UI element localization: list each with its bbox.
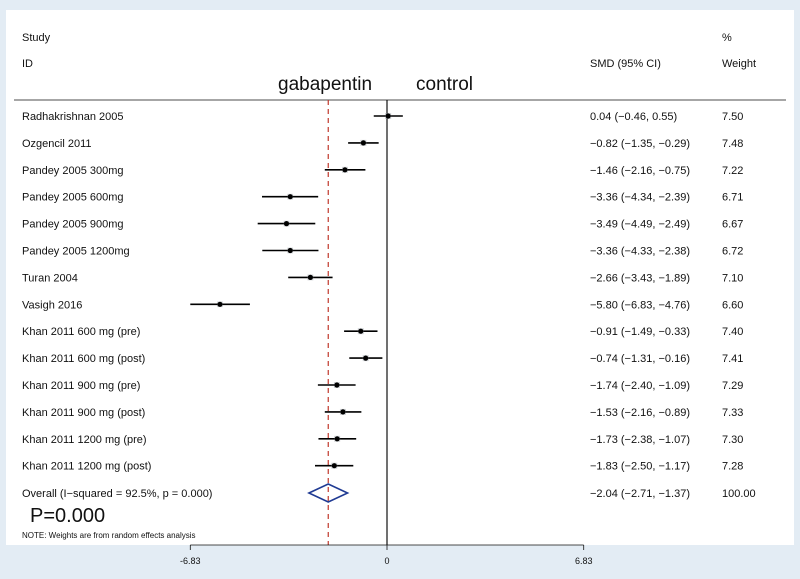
header-id: ID: [22, 58, 33, 70]
study-row: Khan 2011 900 mg (post) −1.53 (−2.16, −0.…: [22, 407, 743, 419]
direction-label-right: control: [416, 74, 473, 95]
smd-ci-value: −1.46 (−2.16, −0.75): [590, 165, 690, 177]
weights-note: NOTE: Weights are from random effects an…: [22, 531, 196, 540]
smd-ci-value: 0.04 (−0.46, 0.55): [590, 111, 677, 123]
point-estimate: [358, 328, 364, 334]
header-study: Study: [22, 32, 51, 44]
smd-ci-value: −3.36 (−4.34, −2.39): [590, 192, 690, 204]
point-estimate: [287, 194, 293, 200]
smd-ci-value: −0.74 (−1.31, −0.16): [590, 353, 690, 365]
overall-diamond: [307, 483, 350, 503]
header-weight: Weight: [722, 58, 756, 70]
study-row: Pandey 2005 1200mg −3.36 (−4.33, −2.38) 6.…: [22, 246, 743, 258]
direction-label-left: gabapentin: [278, 74, 372, 95]
study-row: Turan 2004 −2.66 (−3.43, −1.89) 7.10: [22, 272, 743, 284]
point-estimate: [331, 463, 337, 469]
point-estimate: [334, 436, 340, 442]
weight-value: 7.40: [722, 326, 743, 338]
study-row: Pandey 2005 600mg −3.36 (−4.34, −2.39) 6.7…: [22, 192, 743, 204]
study-row: Khan 2011 900 mg (pre) −1.74 (−2.40, −1.0…: [22, 380, 743, 392]
weight-value: 7.30: [722, 434, 743, 446]
point-estimate: [385, 113, 391, 119]
weight-value: 6.71: [722, 192, 743, 204]
smd-ci-value: −3.49 (−4.49, −2.49): [590, 219, 690, 231]
smd-ci-value: −0.91 (−1.49, −0.33): [590, 326, 690, 338]
point-estimate: [217, 301, 223, 307]
study-row: Vasigh 2016 −5.80 (−6.83, −4.76) 6.60: [22, 299, 743, 311]
weight-value: 7.48: [722, 138, 743, 150]
point-estimate: [360, 140, 366, 146]
smd-ci-value: −1.73 (−2.38, −1.07): [590, 434, 690, 446]
smd-ci-value: −1.83 (−2.50, −1.17): [590, 461, 690, 473]
study-row: Radhakrishnan 2005 0.04 (−0.46, 0.55) 7.50: [22, 111, 743, 123]
p-value-text: P=0.000: [30, 505, 105, 527]
weight-value: 7.10: [722, 272, 743, 284]
weight-value: 6.60: [722, 299, 743, 311]
study-label: Khan 2011 1200 mg (pre): [22, 434, 147, 446]
study-row: Khan 2011 600 mg (pre) −0.91 (−1.49, −0.3…: [22, 326, 743, 338]
header-weight-percent: %: [722, 32, 732, 44]
weight-value: 7.50: [722, 111, 743, 123]
study-row: Ozgencil 2011 −0.82 (−1.35, −0.29) 7.48: [22, 138, 743, 150]
x-tick-label: -6.83: [180, 556, 201, 566]
smd-ci-value: −3.36 (−4.33, −2.38): [590, 246, 690, 258]
study-label: Pandey 2005 1200mg: [22, 246, 130, 258]
study-label: Pandey 2005 600mg: [22, 192, 124, 204]
study-label: Pandey 2005 900mg: [22, 219, 124, 231]
study-label: Khan 2011 1200 mg (post): [22, 461, 151, 473]
study-label: Khan 2011 600 mg (pre): [22, 326, 140, 338]
study-label: Pandey 2005 300mg: [22, 165, 124, 177]
smd-ci-value: −1.74 (−2.40, −1.09): [590, 380, 690, 392]
plot-panel: [6, 10, 794, 545]
weight-value: 7.33: [722, 407, 743, 419]
weight-value: 7.29: [722, 380, 743, 392]
weight-value: 6.72: [722, 246, 743, 258]
point-estimate: [342, 167, 348, 173]
smd-ci-value: −2.66 (−3.43, −1.89): [590, 272, 690, 284]
study-label: Turan 2004: [22, 272, 78, 284]
overall-weight-value: 100.00: [722, 488, 756, 500]
overall-smd-ci-value: −2.04 (−2.71, −1.37): [590, 488, 690, 500]
weight-value: 6.67: [722, 219, 743, 231]
study-label: Radhakrishnan 2005: [22, 111, 124, 123]
smd-ci-value: −0.82 (−1.35, −0.29): [590, 138, 690, 150]
x-tick-label: 6.83: [575, 556, 593, 566]
study-label: Ozgencil 2011: [22, 138, 92, 150]
study-row: Pandey 2005 300mg −1.46 (−2.16, −0.75) 7.2…: [22, 165, 743, 177]
point-estimate: [283, 221, 290, 227]
study-label: Khan 2011 900 mg (pre): [22, 380, 140, 392]
study-row: Khan 2011 1200 mg (pre) −1.73 (−2.38, −1.…: [22, 434, 743, 446]
weight-value: 7.22: [722, 165, 743, 177]
weight-value: 7.28: [722, 461, 743, 473]
overall-label: Overall (I−squared = 92.5%, p = 0.000): [22, 488, 212, 500]
study-row: Pandey 2005 900mg −3.49 (−4.49, −2.49) 6.6…: [22, 219, 743, 231]
study-label: Khan 2011 600 mg (post): [22, 353, 145, 365]
point-estimate: [340, 409, 346, 415]
point-estimate: [287, 247, 293, 254]
study-row: Khan 2011 1200 mg (post) −1.83 (−2.50, −1…: [22, 461, 743, 473]
smd-ci-value: −1.53 (−2.16, −0.89): [590, 407, 690, 419]
point-estimate: [334, 382, 340, 388]
point-estimate: [363, 355, 369, 361]
study-label: Vasigh 2016: [22, 299, 82, 311]
weight-value: 7.41: [722, 353, 743, 365]
header-smd: SMD (95% CI): [590, 58, 661, 70]
study-row: Khan 2011 600 mg (post) −0.74 (−1.31, −0.…: [22, 353, 743, 365]
point-estimate: [307, 274, 313, 280]
study-label: Khan 2011 900 mg (post): [22, 407, 145, 419]
x-tick-label: 0: [384, 556, 389, 566]
smd-ci-value: −5.80 (−6.83, −4.76): [590, 299, 690, 311]
